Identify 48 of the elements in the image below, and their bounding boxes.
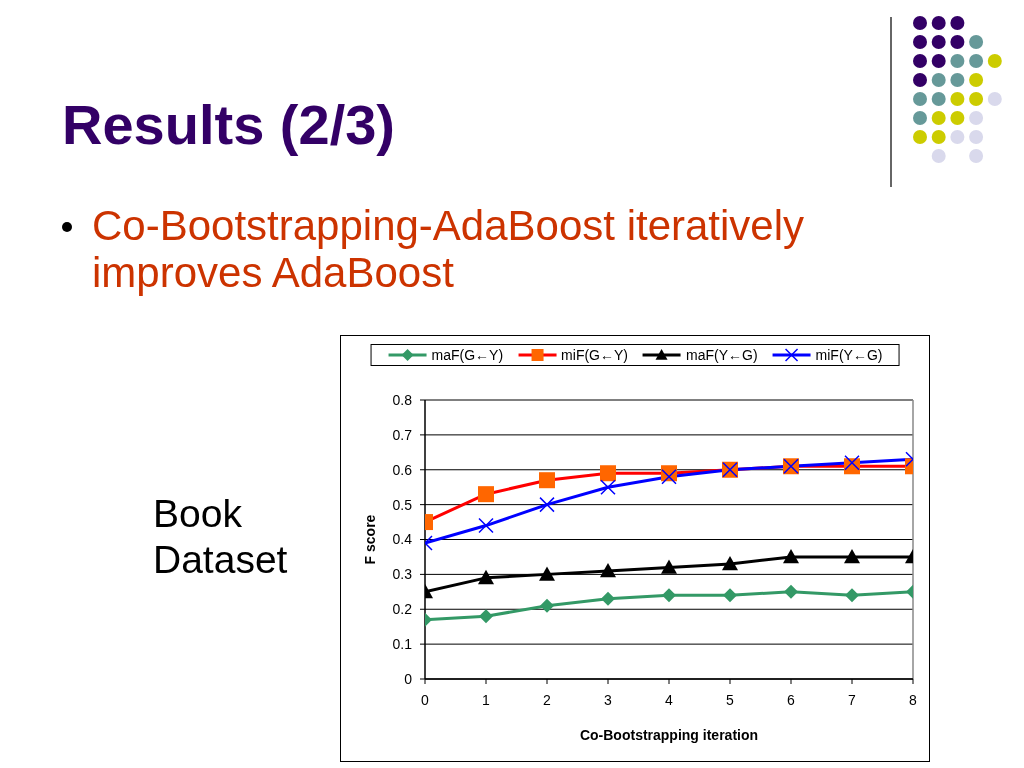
point (722, 555, 738, 571)
point (661, 559, 677, 574)
legend-label: maF(Y←G) (686, 347, 758, 363)
legend-label: miF(Y←G) (815, 347, 883, 363)
text: Co-Bootstrapping-AdaBoost iteratively improves AdaBoost (92, 202, 806, 296)
x-tick-label: 5 (726, 691, 735, 708)
x-tick-label: 7 (848, 691, 857, 708)
y-tick-label: 0.5 (392, 496, 413, 513)
point (723, 588, 737, 603)
point (539, 496, 555, 513)
y-tick-label: 0.1 (392, 636, 413, 653)
y-tick-label: 0.2 (392, 601, 413, 618)
point (600, 465, 616, 482)
point (478, 569, 494, 585)
point (539, 566, 555, 581)
point (600, 479, 616, 495)
y-tick-label: 0 (404, 670, 413, 687)
y-tick-label: 0.4 (392, 531, 413, 548)
point (478, 517, 494, 534)
y-tick-label: 0.8 (392, 391, 413, 408)
y-tick-label: 0.6 (392, 461, 413, 478)
chart-title: Results (2/3) (62, 92, 395, 157)
x-axis-title: Co-Bootstrapping iteration (579, 727, 759, 743)
point (783, 548, 799, 564)
point (478, 486, 494, 503)
x-tick-label: 3 (604, 691, 613, 708)
point (539, 472, 555, 489)
x-tick-label: 8 (909, 691, 918, 708)
x-tick-label: 4 (665, 691, 674, 708)
point (844, 455, 860, 471)
text: Book Dataset (153, 491, 289, 583)
point (845, 588, 859, 603)
y-tick-label: 0.7 (392, 426, 413, 443)
point (784, 584, 798, 599)
legend-label: maF(G←Y) (431, 347, 504, 363)
point (601, 591, 615, 606)
point (600, 562, 616, 578)
point (540, 598, 554, 613)
x-tick-label: 6 (787, 691, 796, 708)
x-tick-label: 0 (421, 691, 430, 708)
x-tick-label: 2 (543, 691, 552, 708)
point (662, 588, 676, 603)
x-tick-label: 1 (482, 691, 491, 708)
y-axis-title: F score (362, 514, 378, 565)
point (479, 609, 493, 624)
y-tick-label: 0.3 (392, 566, 413, 583)
point (844, 548, 860, 564)
legend-label: miF(G←Y) (561, 347, 628, 363)
